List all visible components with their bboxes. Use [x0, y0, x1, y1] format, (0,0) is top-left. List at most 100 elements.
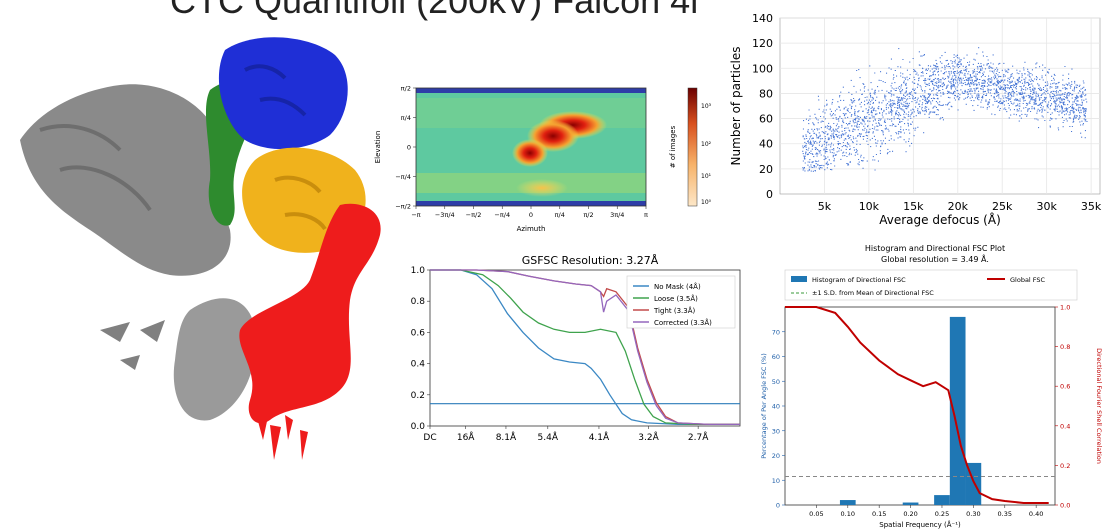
hist-x-tick: 0.05: [809, 510, 823, 518]
heatmap-xlabel: Azimuth: [517, 225, 546, 233]
hist-y-tick: 30: [772, 427, 780, 435]
scatter-xlabel: Average defocus (Å): [879, 212, 1001, 227]
fsc-series-line: [430, 269, 740, 426]
heatmap-colorbar-tick: 10²: [701, 141, 712, 148]
blue-density: [218, 37, 348, 150]
heatmap-y-tick: −π/4: [395, 173, 411, 181]
legend-sd: ±1 S.D. from Mean of Directional FSC: [812, 289, 934, 297]
scatter-x-tick: 30k: [1036, 200, 1057, 213]
gsfsc-legend-entry: Loose (3.5Å): [654, 294, 698, 303]
gsfsc-x-tick: 3.2Å: [638, 431, 659, 443]
gsfsc-x-tick: 2.7Å: [688, 431, 709, 443]
gsfsc-legend-entry: Corrected (3.3Å): [654, 318, 712, 327]
scatter-x-tick: 25k: [992, 200, 1013, 213]
fsc-series-line: [430, 269, 740, 426]
scatter-x-tick: 20k: [948, 200, 969, 213]
scatter-x-tick: 10k: [859, 200, 880, 213]
scatter-y-tick: 120: [752, 37, 773, 50]
hist-title: Histogram and Directional FSC Plot: [865, 244, 1005, 253]
scatter-points: [802, 47, 1088, 172]
hist-y-tick: 60: [772, 353, 780, 361]
gsfsc-legend: No Mask (4Å) Loose (3.5Å) Tight (3.3Å) Corr…: [626, 275, 736, 329]
hist-y2label: Directional Fourier Shell Correlation: [1095, 348, 1103, 464]
scatter-y-tick: 0: [766, 188, 773, 201]
heatmap-x-tick: −π/4: [494, 211, 510, 219]
hist-y2-ticks: 0.0 0.2 0.4 0.6 0.8 1.0: [1055, 304, 1070, 510]
hist-y2-tick: 1.0: [1060, 304, 1070, 312]
hist-x-tick: 0.20: [903, 510, 917, 518]
gsfsc-y-ticks: 0.0 0.2 0.4 0.6 0.8 1.0: [411, 266, 430, 432]
gsfsc-series: [430, 269, 740, 426]
hist-x-tick: 0.35: [998, 510, 1012, 518]
gsfsc-x-ticks: DC 16Å 8.1Å 5.4Å 4.1Å 3.2Å 2.7Å: [423, 426, 709, 443]
scatter-y-tick: 20: [759, 163, 773, 176]
defocus-scatter-plot: 5k 10k 15k 20k 25k 30k 35k 020406080100120140 …: [729, 12, 1102, 227]
page-title: CTC Quantifoil (200kV) Falcon 4i: [170, 0, 699, 21]
hist-y-tick: 0: [776, 502, 780, 510]
hist-y-tick: 20: [772, 452, 780, 460]
hist-x-tick: 0.25: [935, 510, 949, 518]
gsfsc-title: GSFSC Resolution: 3.27Å: [522, 254, 659, 267]
heatmap-x-tick: −π: [411, 211, 420, 219]
scatter-plot-area: [779, 17, 1101, 195]
scatter-x-tick: 35k: [1081, 200, 1102, 213]
hist-bar: [949, 316, 966, 505]
hist-y-tick: 50: [772, 378, 780, 386]
heatmap-colorbar-tick: 10¹: [701, 173, 712, 180]
hist-y2-tick: 0.8: [1060, 343, 1070, 351]
heatmap-colorbar: [687, 87, 698, 207]
hist-y2-tick: 0.6: [1060, 383, 1070, 391]
hist-y2-tick: 0.0: [1060, 502, 1070, 510]
heatmap-y-tick: π/2: [401, 85, 411, 93]
heatmap-colorbar-tick: 10⁰: [701, 199, 712, 206]
red-density: [239, 203, 381, 460]
scatter-y-ticks: 0 20 40 60 80 100 120 140: [752, 12, 773, 201]
hist-plot-area: [784, 306, 1056, 506]
hist-y2-tick: 0.4: [1060, 422, 1070, 430]
directional-fsc-histogram: Histogram and Directional FSC Plot Globa…: [760, 244, 1103, 529]
hist-bar: [839, 500, 856, 505]
gsfsc-y-tick: 0.6: [411, 328, 426, 338]
hist-x-tick: 0.15: [872, 510, 886, 518]
legend-histogram-swatch: [791, 276, 807, 282]
heatmap-x-tick: 3π/4: [610, 211, 624, 219]
hist-bar: [902, 502, 919, 505]
gsfsc-y-tick: 0.2: [411, 391, 425, 401]
gsfsc-x-tick: 8.1Å: [496, 431, 517, 443]
gsfsc-y-tick: 0.4: [411, 360, 426, 370]
gsfsc-x-tick: 16Å: [457, 431, 475, 443]
hist-subtitle: Global resolution = 3.49 Å.: [881, 253, 989, 264]
hist-x-tick: 0.10: [841, 510, 855, 518]
scatter-y-tick: 80: [759, 87, 773, 100]
scatter-y-tick: 60: [759, 113, 773, 126]
scatter-point-cloud: [802, 47, 1088, 172]
scatter-x-ticks: 5k 10k 15k 20k 25k 30k 35k: [818, 200, 1102, 213]
hist-xlabel: Spatial Frequency (Å⁻¹): [879, 520, 961, 529]
hist-legend: Histogram of Directional FSC ±1 S.D. fro…: [784, 269, 1078, 301]
hist-x-ticks: 0.05 0.10 0.15 0.20 0.25 0.30 0.35 0.40: [809, 505, 1043, 518]
legend-global: Global FSC: [1010, 276, 1046, 284]
heatmap-colorbar-ticks: 10³ 10² 10¹ 10⁰: [701, 103, 712, 206]
gsfsc-legend-entry: No Mask (4Å): [654, 282, 701, 291]
heatmap-x-tick: π: [644, 211, 648, 219]
heatmap-x-ticks: −π −3π/4 −π/2 −π/4 0 π/4 π/2 3π/4 π: [411, 206, 648, 219]
scatter-y-tick: 140: [752, 12, 773, 25]
heatmap-y-tick: −π/2: [395, 203, 411, 211]
scatter-y-tick: 100: [752, 62, 773, 75]
heatmap-colorbar-tick: 10³: [701, 103, 712, 110]
gsfsc-x-tick: 4.1Å: [589, 431, 610, 443]
fsc-series-line: [430, 269, 740, 426]
hist-y-ticks: 0 10 20 30 40 50 60 70: [772, 328, 785, 510]
hist-bar: [934, 495, 950, 505]
hist-y2-tick: 0.2: [1060, 462, 1070, 470]
gsfsc-legend-entry: Tight (3.3Å): [653, 306, 696, 315]
hist-y-tick: 70: [772, 328, 780, 336]
gsfsc-x-tick: 5.4Å: [538, 431, 559, 443]
heatmap-x-tick: −π/2: [466, 211, 482, 219]
hist-y-tick: 10: [772, 477, 780, 485]
heatmap-y-ticks: π/2 π/4 0 −π/4 −π/2: [395, 85, 416, 211]
heatmap-colorbar-label: # of images: [669, 125, 677, 168]
gsfsc-x-tick: DC: [423, 433, 436, 443]
hist-ylabel: Percentage of Per Angle FSC (%): [760, 353, 768, 459]
scatter-ylabel: Number of particles: [729, 47, 743, 166]
